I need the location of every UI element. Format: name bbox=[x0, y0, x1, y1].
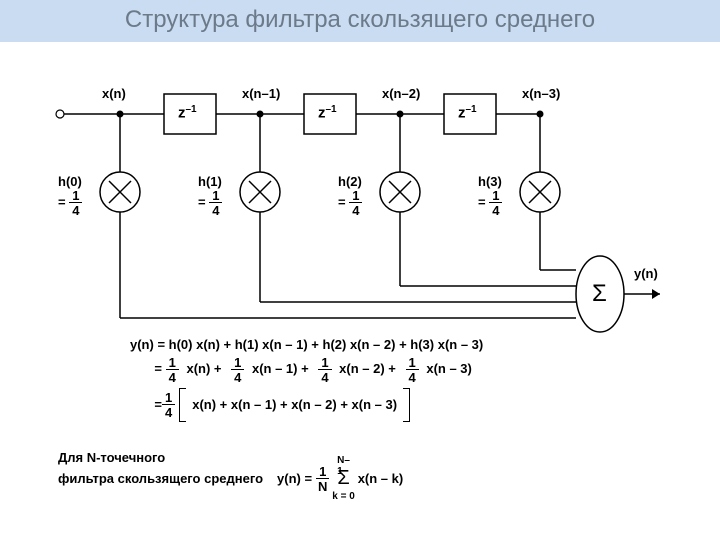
coef-label-1: h(1)= 14 bbox=[198, 174, 222, 217]
coef-label-2: h(2)= 14 bbox=[338, 174, 362, 217]
title-bar: Структура фильтра скользящего среднего bbox=[0, 0, 720, 42]
tap-x-label-1: x(n–1) bbox=[242, 86, 280, 101]
sum-symbol: Σ bbox=[592, 280, 607, 308]
delay-label-0: z–1 bbox=[178, 104, 197, 121]
delay-label-2: z–1 bbox=[458, 104, 477, 121]
sigma-icon: N–1 Σ k = 0 bbox=[337, 467, 349, 490]
eq-line3: = 14 x(n) + x(n – 1) + x(n – 2) + x(n – … bbox=[130, 388, 483, 422]
coef-label-0: h(0)= 14 bbox=[58, 174, 82, 217]
n-point-note: Для N-точечного фильтра скользящего сред… bbox=[58, 450, 403, 493]
output-label: y(n) bbox=[634, 266, 658, 281]
page-title: Структура фильтра скользящего среднего bbox=[0, 6, 720, 34]
coef-label-3: h(3)= 14 bbox=[478, 174, 502, 217]
tap-x-label-3: x(n–3) bbox=[522, 86, 560, 101]
filter-diagram: z–1 x(n) h(0)= 14 z–1 x(n–1) h(1)= 14 z–1 x(n–2… bbox=[0, 42, 720, 512]
eq-line1: y(n) = h(0) x(n) + h(1) x(n – 1) + h(2) … bbox=[130, 337, 483, 352]
eq-line2: = 14 x(n) + 14 x(n – 1) + 14 x(n – 2) + … bbox=[130, 356, 483, 384]
equations: y(n) = h(0) x(n) + h(1) x(n – 1) + h(2) … bbox=[130, 337, 483, 426]
delay-label-1: z–1 bbox=[318, 104, 337, 121]
tap-x-label-2: x(n–2) bbox=[382, 86, 420, 101]
tap-x-label-0: x(n) bbox=[102, 86, 126, 101]
